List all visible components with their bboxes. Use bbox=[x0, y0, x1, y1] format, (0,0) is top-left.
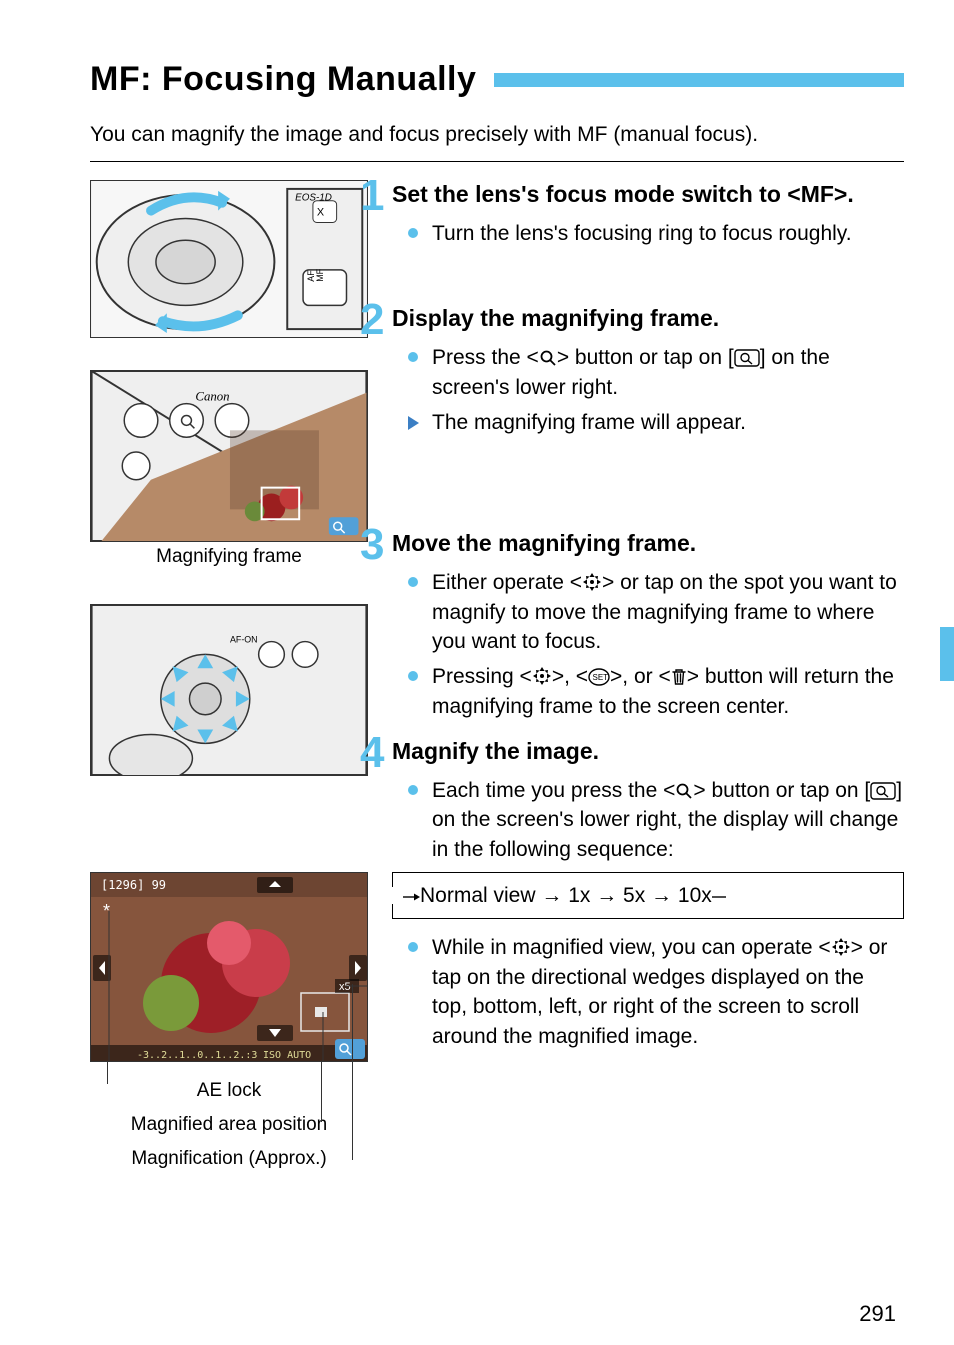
step-3-bullet-2: Pressing <>, <SET>, or <> button will re… bbox=[432, 662, 904, 721]
bullet-dot-icon bbox=[408, 228, 418, 238]
trash-icon bbox=[671, 668, 687, 686]
illustration-lens-mf-switch: AF MF X EOS-1D bbox=[90, 180, 368, 338]
page-title: MF: Focusing Manually bbox=[90, 60, 476, 99]
magnify-box-icon bbox=[734, 349, 760, 367]
step-3-bullet-1: Either operate <> or tap on the spot you… bbox=[432, 568, 904, 656]
magnify-icon bbox=[675, 782, 693, 800]
step-1-title: Set the lens's focus mode switch to <MF>… bbox=[392, 180, 904, 209]
svg-text:MF: MF bbox=[315, 269, 325, 282]
svg-text:[1296] 99: [1296] 99 bbox=[101, 878, 166, 892]
caption-magnifying-frame: Magnifying frame bbox=[90, 546, 368, 568]
magnify-box-icon bbox=[870, 782, 896, 800]
multicontroller-icon bbox=[831, 937, 851, 957]
side-tab bbox=[940, 627, 954, 681]
arrow-line-icon bbox=[712, 891, 726, 903]
illustration-magnify-button: Canon bbox=[90, 370, 368, 542]
bullet-dot-icon bbox=[408, 577, 418, 587]
bullet-dot-icon bbox=[408, 942, 418, 952]
svg-text:x5: x5 bbox=[339, 981, 351, 993]
step-1: 1 Set the lens's focus mode switch to <M… bbox=[392, 180, 904, 248]
step-4-title: Magnify the image. bbox=[392, 737, 904, 766]
svg-text:SET: SET bbox=[593, 673, 609, 682]
svg-text:X: X bbox=[317, 207, 325, 219]
set-button-icon: SET bbox=[588, 668, 610, 686]
magnify-icon bbox=[539, 349, 557, 367]
multicontroller-icon bbox=[532, 666, 552, 686]
heading-bar bbox=[494, 73, 904, 87]
step-2: 2 Display the magnifying frame. Press th… bbox=[392, 304, 904, 437]
illustration-magnified-view: [1296] 99 -3..2..1..0..1..2.:3 ISO AUTO bbox=[90, 872, 368, 1062]
svg-text:AF-ON: AF-ON bbox=[230, 635, 258, 645]
step-3: 3 Move the magnifying frame. Either oper… bbox=[392, 529, 904, 721]
step-2-bullet-2: The magnifying frame will appear. bbox=[432, 408, 904, 437]
step-number: 4 bbox=[360, 731, 384, 775]
step-number: 2 bbox=[360, 298, 384, 342]
intro-text: You can magnify the image and focus prec… bbox=[90, 121, 904, 149]
step-2-title: Display the magnifying frame. bbox=[392, 304, 904, 333]
illustration-multicontroller: AF-ON bbox=[90, 604, 368, 776]
step-1-bullet-1: Turn the lens's focusing ring to focus r… bbox=[432, 219, 904, 248]
label-magnification-approx: Magnification (Approx.) bbox=[90, 1148, 368, 1170]
step-4-bullet-1: Each time you press the <> button or tap… bbox=[432, 776, 904, 864]
svg-text:ISO AUTO: ISO AUTO bbox=[263, 1050, 311, 1061]
svg-text:-3..2..1..0..1..2.:3: -3..2..1..0..1..2.:3 bbox=[137, 1050, 257, 1061]
divider bbox=[90, 161, 904, 162]
multicontroller-icon bbox=[582, 572, 602, 592]
page-number: 291 bbox=[859, 1301, 896, 1327]
step-number: 1 bbox=[360, 174, 384, 218]
heading-row: MF: Focusing Manually bbox=[90, 60, 904, 99]
step-2-bullet-1: Press the <> button or tap on [] on the … bbox=[432, 343, 904, 402]
svg-text:Canon: Canon bbox=[195, 390, 229, 404]
step-number: 3 bbox=[360, 523, 384, 567]
step-4: 4 Magnify the image. Each time you press… bbox=[392, 737, 904, 1051]
label-ae-lock: AE lock bbox=[90, 1080, 368, 1102]
result-arrow-icon bbox=[408, 416, 419, 430]
arrow-right-icon bbox=[402, 891, 420, 903]
magnify-sequence-text: Normal view → 1x → 5x → 10x bbox=[420, 884, 712, 907]
magnify-sequence-box: Normal view → 1x → 5x → 10x bbox=[392, 872, 904, 919]
bullet-dot-icon bbox=[408, 352, 418, 362]
bullet-dot-icon bbox=[408, 785, 418, 795]
bullet-dot-icon bbox=[408, 671, 418, 681]
step-3-title: Move the magnifying frame. bbox=[392, 529, 904, 558]
label-magnified-area-position: Magnified area position bbox=[90, 1114, 368, 1136]
svg-text:EOS-1D: EOS-1D bbox=[295, 193, 332, 204]
step-4-bullet-2: While in magnified view, you can operate… bbox=[432, 933, 904, 1051]
